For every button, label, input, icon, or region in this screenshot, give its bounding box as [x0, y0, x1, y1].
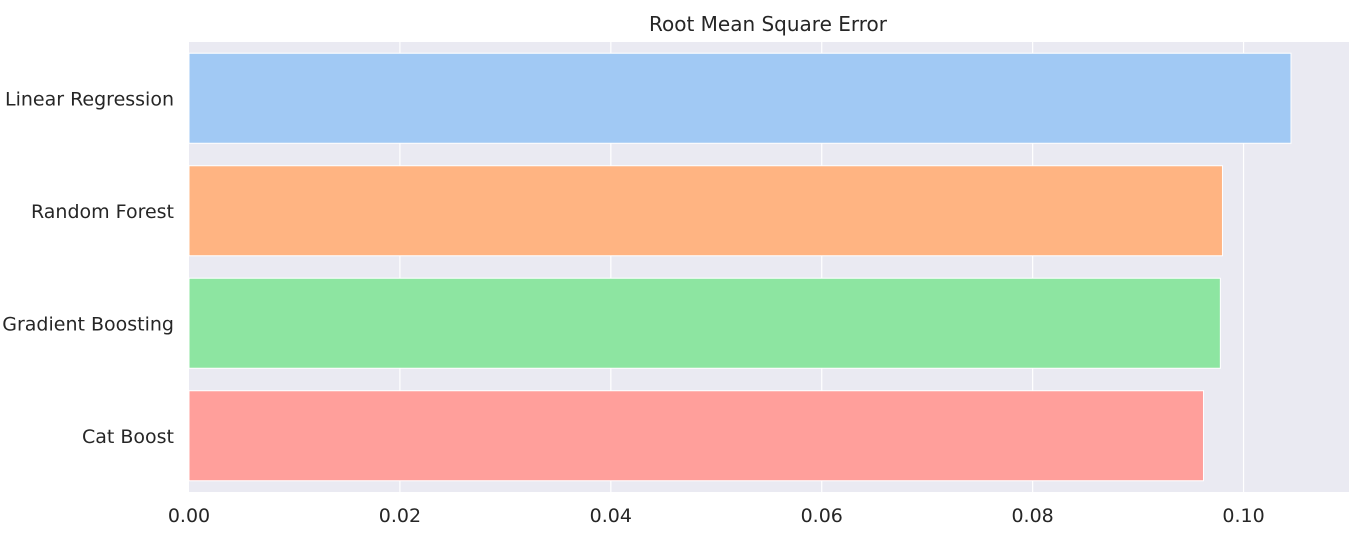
y-category-label: Random Forest [31, 201, 174, 223]
bar [188, 165, 1223, 257]
y-category-label: Cat Boost [82, 426, 174, 448]
chart-title: Root Mean Square Error [649, 12, 888, 36]
x-tick-label: 0.08 [1011, 505, 1053, 527]
bar [188, 52, 1292, 144]
x-tick-label: 0.04 [590, 505, 632, 527]
bars [188, 52, 1292, 482]
bar [188, 277, 1221, 369]
y-axis-category-labels: Linear Regression Random Forest Gradient B… [2, 88, 174, 448]
y-category-label: Gradient Boosting [2, 313, 174, 335]
x-tick-label: 0.00 [168, 505, 210, 527]
x-tick-label: 0.02 [379, 505, 421, 527]
bar [188, 390, 1204, 482]
x-axis-tick-labels: 0.00 0.02 0.04 0.06 0.08 0.10 [168, 505, 1265, 527]
x-tick-label: 0.06 [801, 505, 843, 527]
y-category-label: Linear Regression [5, 88, 174, 110]
x-tick-label: 0.10 [1222, 505, 1264, 527]
